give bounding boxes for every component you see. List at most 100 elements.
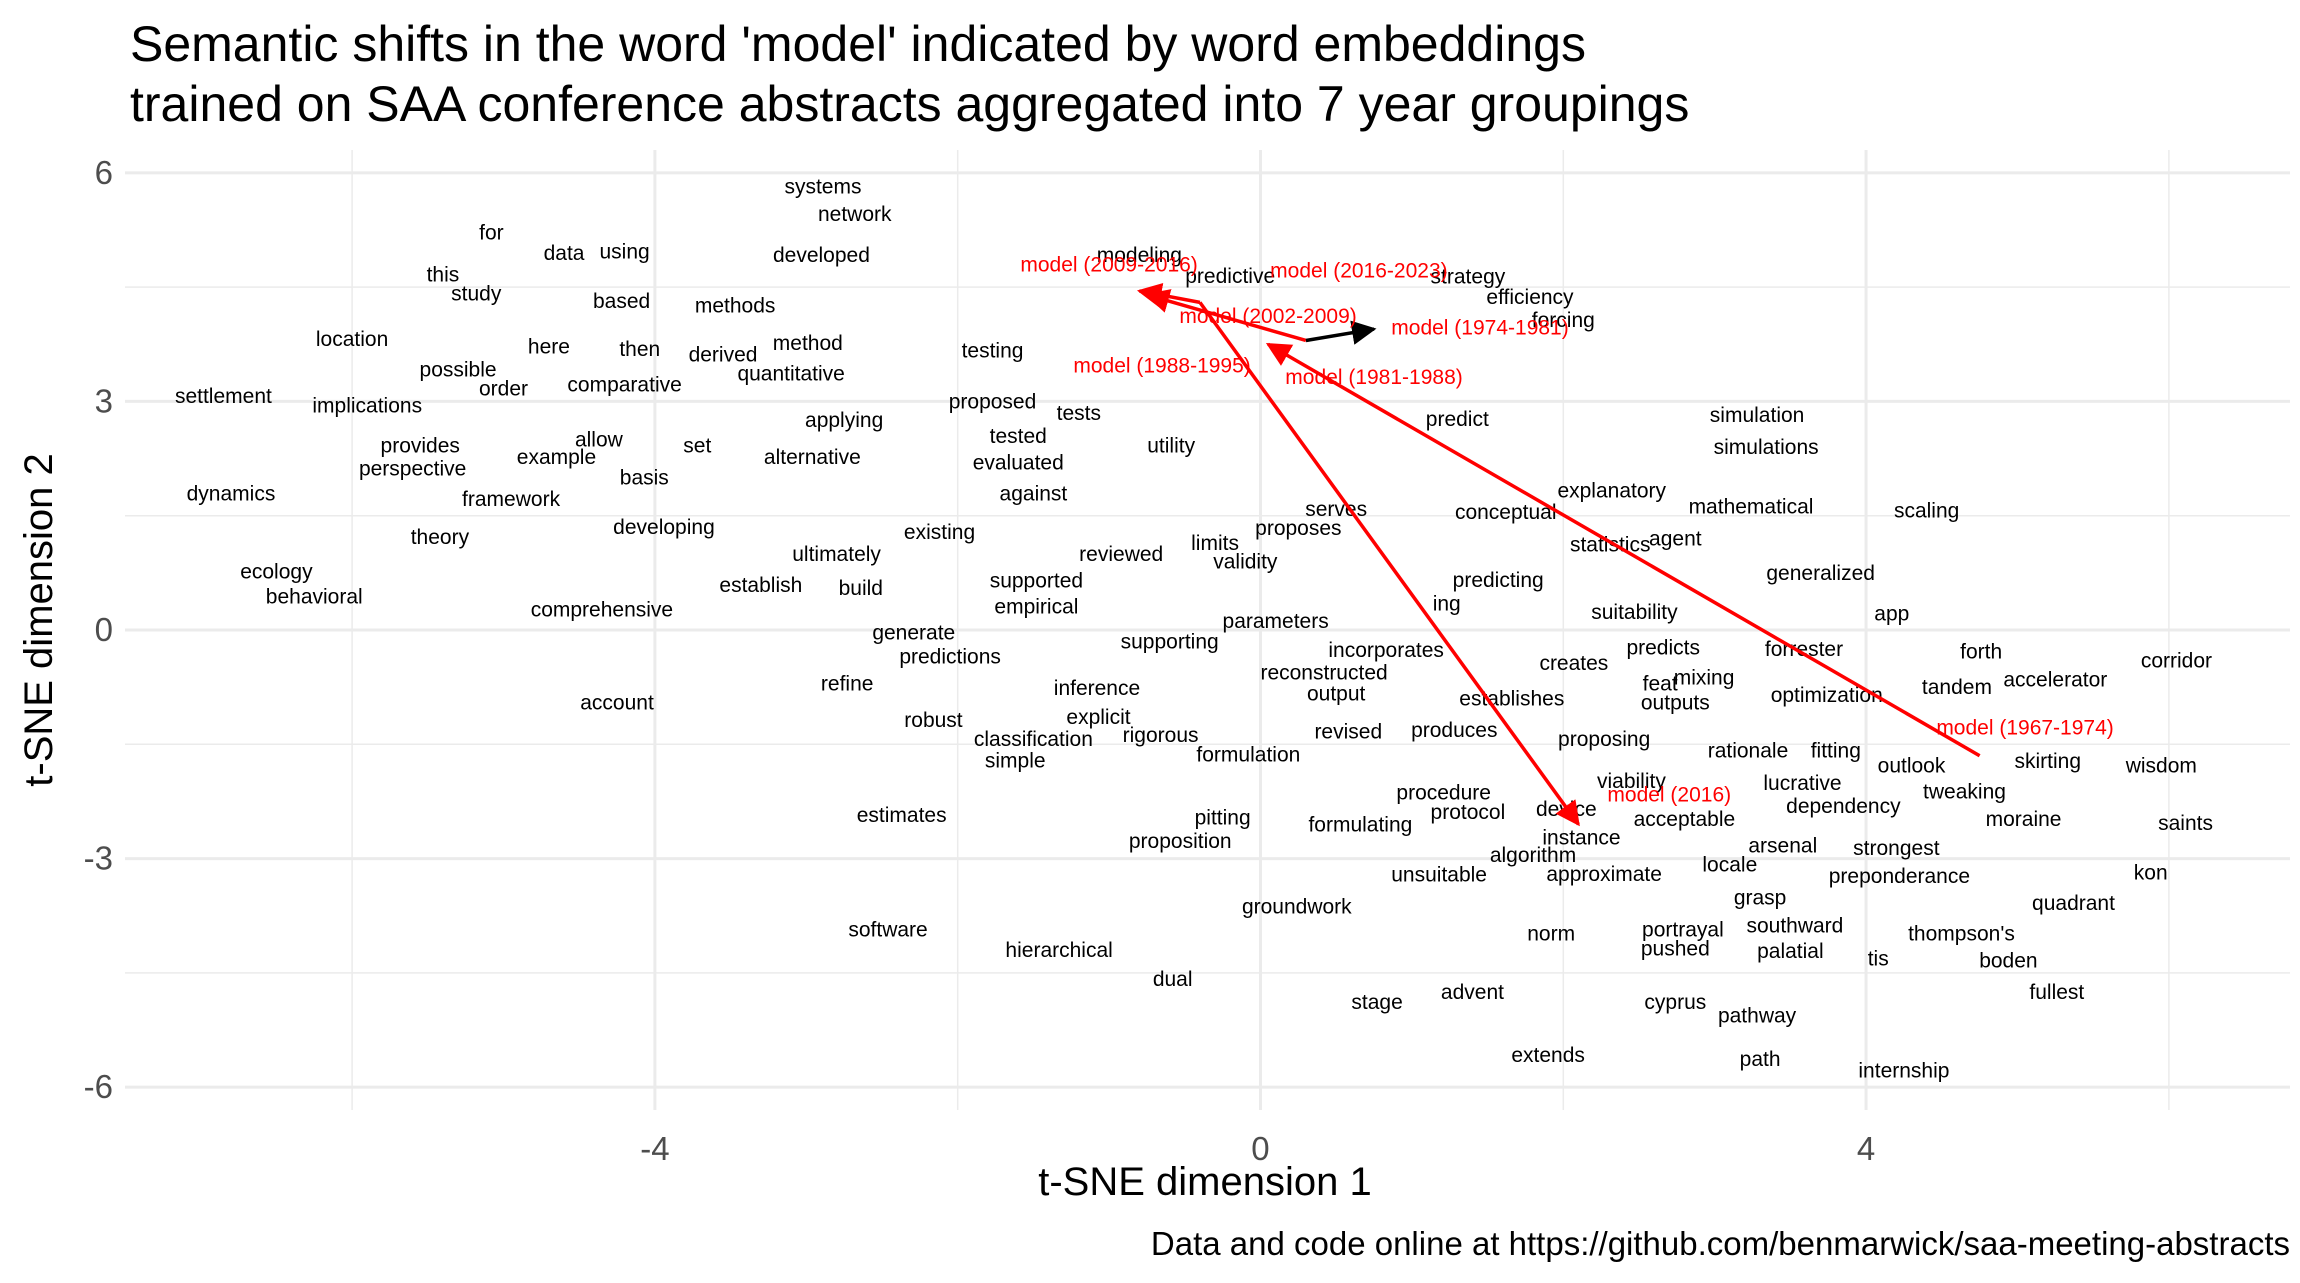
word-label: mixing xyxy=(1674,666,1735,689)
word-label: generate xyxy=(872,621,955,644)
word-label: statistics xyxy=(1570,534,1651,557)
word-label: corridor xyxy=(2141,650,2212,673)
word-label: modeling xyxy=(1097,244,1182,267)
word-label: forth xyxy=(1960,640,2002,663)
chart-title: Semantic shifts in the word 'model' indi… xyxy=(130,14,1689,134)
word-label: outputs xyxy=(1641,691,1710,714)
word-label: serves xyxy=(1305,498,1367,521)
word-label: basis xyxy=(620,467,669,490)
word-label: formulation xyxy=(1196,743,1300,766)
word-label: tis xyxy=(1868,947,1889,970)
word-label: supporting xyxy=(1121,630,1219,653)
x-tick-label: 0 xyxy=(1251,1130,1269,1167)
word-label: proposition xyxy=(1129,830,1232,853)
word-label: skirting xyxy=(2014,750,2081,773)
word-label: applying xyxy=(805,409,883,432)
word-label: saints xyxy=(2158,812,2213,835)
word-label: dynamics xyxy=(187,483,276,506)
word-label: alternative xyxy=(764,446,861,469)
semantic-shift-arrow xyxy=(1136,283,1201,308)
word-label: arsenal xyxy=(1748,835,1817,858)
word-label: pushed xyxy=(1641,938,1710,961)
word-label: against xyxy=(1000,483,1068,506)
word-label: suitability xyxy=(1591,601,1678,624)
word-label: perspective xyxy=(359,458,466,481)
semantic-shift-arrow xyxy=(1198,301,1580,827)
word-label: outlook xyxy=(1878,755,1946,778)
word-label: quantitative xyxy=(737,362,844,385)
word-label: limits xyxy=(1191,532,1239,555)
word-label: reviewed xyxy=(1079,543,1163,566)
word-label: southward xyxy=(1746,915,1843,938)
word-label: locale xyxy=(1702,854,1757,877)
word-label: groundwork xyxy=(1242,896,1352,919)
word-label: approximate xyxy=(1546,863,1662,886)
word-label: possible xyxy=(420,358,497,381)
word-label: then xyxy=(619,338,660,361)
word-label: strategy xyxy=(1431,266,1506,289)
word-label: scaling xyxy=(1894,499,1959,522)
word-label: internship xyxy=(1858,1059,1949,1082)
word-label: testing xyxy=(962,339,1024,362)
word-label: boden xyxy=(1979,950,2037,973)
word-label: proposes xyxy=(1255,517,1341,540)
word-label: conceptual xyxy=(1455,501,1557,524)
word-label: tests xyxy=(1057,402,1101,425)
word-label: behavioral xyxy=(266,586,363,609)
word-label: reconstructed xyxy=(1260,662,1387,685)
word-label: stage xyxy=(1351,991,1402,1014)
model-period-label: model (2016) xyxy=(1607,784,1731,807)
y-tick-label: 3 xyxy=(95,382,113,419)
word-label: produces xyxy=(1411,719,1497,742)
word-label: provides xyxy=(381,435,460,458)
word-label: methods xyxy=(695,294,776,317)
word-label: kon xyxy=(2134,861,2168,884)
word-label: dependency xyxy=(1786,795,1901,818)
y-tick-label: -3 xyxy=(84,840,113,877)
word-label: predicting xyxy=(1453,569,1544,592)
word-label: set xyxy=(683,435,711,458)
semantic-shift-arrow xyxy=(1265,342,1981,758)
chart-caption: Data and code online at https://github.c… xyxy=(1150,1225,2290,1262)
word-label: data xyxy=(544,242,585,265)
word-label: software xyxy=(848,918,927,941)
word-label: hierarchical xyxy=(1005,939,1112,962)
word-label: ultimately xyxy=(792,543,881,566)
word-label: efficiency xyxy=(1486,286,1574,309)
word-label: comprehensive xyxy=(531,598,673,621)
word-label: predicts xyxy=(1626,637,1700,660)
word-label: derived xyxy=(689,343,758,366)
word-label: revised xyxy=(1314,720,1382,743)
semantic-shift-arrows xyxy=(1136,283,1981,827)
word-label: viability xyxy=(1597,770,1666,793)
y-tick-label: 6 xyxy=(95,154,113,191)
word-label: cyprus xyxy=(1644,991,1706,1014)
word-label: path xyxy=(1740,1048,1781,1071)
word-label: parameters xyxy=(1223,610,1329,633)
word-label: tested xyxy=(990,425,1047,448)
word-label: optimization xyxy=(1771,684,1883,707)
word-label: classification xyxy=(974,728,1093,751)
word-label: rationale xyxy=(1708,739,1789,762)
word-label: network xyxy=(818,203,892,226)
word-label: predict xyxy=(1426,408,1489,431)
word-label: proposed xyxy=(949,390,1037,413)
word-label: theory xyxy=(411,526,470,549)
word-label: predictive xyxy=(1185,265,1275,288)
grid-lines xyxy=(125,150,2290,1110)
word-label: accelerator xyxy=(2003,669,2107,692)
word-label: empirical xyxy=(994,595,1078,618)
word-label: algorithm xyxy=(1490,844,1576,867)
word-label: output xyxy=(1307,682,1366,705)
model-period-label: model (1988-1995) xyxy=(1073,355,1250,378)
word-label: settlement xyxy=(175,385,272,408)
word-label: thompson's xyxy=(1908,922,2015,945)
word-label: moraine xyxy=(1986,808,2062,831)
word-label: simple xyxy=(985,749,1046,772)
word-label: lucrative xyxy=(1763,772,1841,795)
word-label: advent xyxy=(1441,981,1504,1004)
word-label: procedure xyxy=(1396,781,1491,804)
word-label: preponderance xyxy=(1829,865,1970,888)
word-label: evaluated xyxy=(973,451,1064,474)
